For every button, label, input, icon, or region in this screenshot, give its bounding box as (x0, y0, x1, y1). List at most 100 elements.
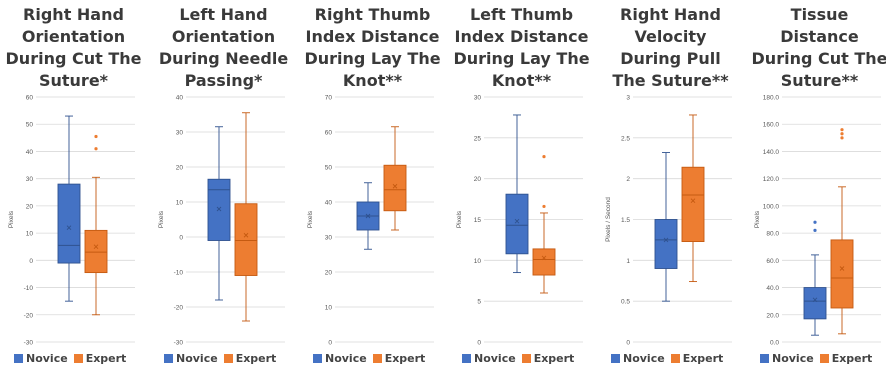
y-tick-label: -20 (24, 312, 34, 319)
y-tick-label: 100.0 (763, 203, 780, 210)
legend-label-novice: Novice (623, 352, 665, 365)
chart-title-line: Suture** (780, 71, 859, 90)
expert-box (234, 112, 258, 322)
y-tick-label: -20 (174, 305, 184, 312)
y-tick-label: 2 (626, 176, 630, 183)
plot-area: 0.0 20.0 40.0 60.0 80.0 100.0 120.0 140.0 160.0 1… (754, 95, 881, 347)
iqr-box (532, 248, 556, 276)
plot-area: 0 0.5 1 1.5 2 2.5 3 Pixels / Second (605, 95, 732, 347)
box-plot-panel: Left Hand Orientation During Needle Passing… (150, 0, 297, 370)
y-tick-label: 0.5 (621, 299, 630, 306)
y-tick-label: 160.0 (763, 122, 780, 129)
legend-swatch-expert (372, 354, 382, 363)
y-tick-label: 70 (325, 95, 333, 102)
legend-label-novice: Novice (474, 352, 516, 365)
chart-title-line: During Pull (620, 49, 721, 68)
legend-swatch-novice (14, 354, 23, 363)
y-tick-label: 80.0 (766, 231, 779, 238)
chart-title-line: During Needle (158, 49, 289, 68)
iqr-box (654, 219, 678, 269)
chart-title-line: Passing* (184, 71, 263, 90)
y-tick-label: 25 (474, 135, 482, 142)
y-tick-label: 40.0 (766, 285, 779, 292)
chart-title: Right Hand Orientation During Cut The Sutur… (0, 4, 147, 92)
y-axis-label: Pixels (307, 210, 314, 228)
mean-marker (812, 297, 818, 303)
legend: Novice Expert (611, 352, 729, 368)
y-tick-label: 5 (477, 299, 481, 306)
y-tick-label: 1 (626, 258, 630, 265)
iqr-box (207, 178, 231, 241)
y-tick-label: 20 (176, 165, 184, 172)
mean-marker (243, 232, 249, 238)
novice-box (654, 152, 678, 302)
legend: Novice Expert (164, 352, 282, 368)
y-tick-label: -10 (24, 285, 34, 292)
y-tick-label: 30 (474, 95, 482, 102)
legend-swatch-expert (670, 354, 680, 363)
expert-box (681, 114, 705, 283)
mean-marker (690, 198, 696, 204)
plot-area: -30 -20 -10 0 10 20 30 40 50 60 Pixels (8, 95, 135, 347)
chart-title-line: During Cut The (751, 49, 886, 68)
iqr-box (234, 203, 258, 276)
mean-marker (514, 218, 520, 224)
chart-title-line: The Suture** (612, 71, 729, 90)
legend-label-expert: Expert (235, 352, 277, 365)
y-tick-label: 3 (626, 95, 630, 102)
chart-title-line: Right Hand (620, 5, 721, 24)
outlier-point (94, 134, 98, 139)
plot-area: 0 10 20 30 40 50 60 70 Pixels (307, 95, 434, 347)
chart-title-line: Knot** (491, 71, 552, 90)
y-tick-label: 0 (477, 340, 481, 347)
legend-label-expert: Expert (831, 352, 873, 365)
box-plot-panel: Right Hand Velocity During Pull The Suture*… (597, 0, 744, 370)
legend-label-novice: Novice (176, 352, 218, 365)
legend: Novice Expert (14, 352, 132, 368)
outlier-point (94, 147, 98, 151)
y-tick-label: 20.0 (766, 312, 779, 319)
legend-label-novice: Novice (772, 352, 814, 365)
legend-swatch-novice (462, 354, 471, 363)
y-tick-label: 10 (176, 200, 184, 207)
y-tick-label: 0 (328, 340, 332, 347)
mean-marker (365, 213, 371, 219)
y-axis-label: Pixels (158, 210, 165, 228)
y-tick-label: 0.0 (770, 340, 779, 347)
novice-box (57, 115, 81, 302)
mean-marker (541, 255, 547, 261)
legend-swatch-novice (164, 354, 173, 363)
chart-title-line: Left Thumb (469, 5, 574, 24)
legend: Novice Expert (313, 352, 431, 368)
y-tick-label: 1.5 (621, 217, 630, 224)
chart-title-line: Left Hand (179, 5, 268, 24)
box-plot-panel: Tissue Distance During Cut The Suture** 0.0 2… (746, 0, 886, 370)
iqr-box (803, 287, 827, 320)
y-tick-label: 30 (325, 235, 333, 242)
y-tick-label: 30 (176, 130, 184, 137)
novice-box (207, 126, 231, 301)
outlier-point (840, 136, 844, 140)
chart-title-line: During Lay The (304, 49, 441, 68)
legend-label-expert: Expert (682, 352, 724, 365)
chart-title: Tissue Distance During Cut The Suture** (746, 4, 886, 92)
y-tick-label: 20 (474, 176, 482, 183)
box-plot-panel: Right Hand Orientation During Cut The Sutur… (0, 0, 147, 370)
y-tick-label: 10 (26, 231, 34, 238)
y-axis-label: Pixels (456, 210, 463, 228)
box-plot-panel: Left Thumb Index Distance During Lay The Kn… (448, 0, 595, 370)
expert-box (532, 155, 556, 294)
y-tick-label: 180.0 (763, 95, 780, 102)
y-tick-label: -30 (24, 340, 34, 347)
legend-label-novice: Novice (325, 352, 367, 365)
y-tick-label: 50 (325, 165, 333, 172)
y-tick-label: 2.5 (621, 135, 630, 142)
plot-area: -30 -20 -10 0 10 20 30 40 Pixels (158, 95, 285, 347)
chart-title: Right Thumb Index Distance During Lay The K… (299, 4, 446, 92)
y-tick-label: 60 (325, 130, 333, 137)
y-tick-label: 10 (325, 305, 333, 312)
chart-title: Right Hand Velocity During Pull The Suture*… (597, 4, 744, 92)
outlier-point (813, 228, 817, 232)
novice-box (803, 220, 827, 336)
y-tick-label: 40 (325, 200, 333, 207)
